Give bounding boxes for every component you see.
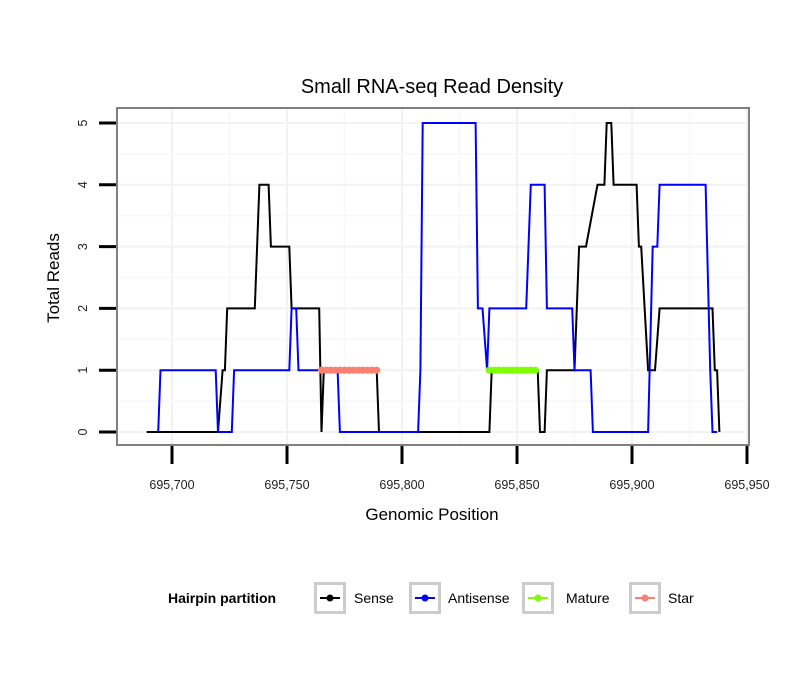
legend-key-point [421, 594, 429, 602]
y-axis-title: Total Reads [44, 233, 63, 323]
legend-label: Sense [354, 590, 394, 606]
y-tick-label: 2 [76, 305, 90, 312]
y-tick-label: 0 [76, 428, 90, 435]
legend-entry-star: Star [629, 582, 694, 614]
legend-key-point [534, 594, 542, 602]
series-points [317, 366, 540, 374]
x-tick-label: 695,700 [149, 478, 194, 492]
x-axis: 695,700 695,750 695,800 695,850 695,900 695,9… [149, 446, 770, 492]
y-axis: 0 1 2 3 4 5 [76, 119, 116, 435]
x-tick-label: 695,900 [609, 478, 654, 492]
legend-label: Antisense [448, 590, 510, 606]
x-tick-label: 695,950 [724, 478, 769, 492]
legend-key-point [326, 594, 334, 602]
plot-panel [116, 107, 750, 446]
x-tick-label: 695,750 [264, 478, 309, 492]
legend-title: Hairpin partition [168, 590, 276, 606]
series-line-sense [146, 122, 721, 433]
y-tick-label: 5 [76, 119, 90, 126]
chart-title: Small RNA-seq Read Density [301, 76, 563, 98]
y-tick-label: 4 [76, 181, 90, 188]
legend-label: Mature [566, 590, 610, 606]
x-tick-label: 695,800 [379, 478, 424, 492]
legend-key-point [641, 594, 649, 602]
series-line-antisense [157, 122, 718, 433]
series-lines [146, 122, 721, 433]
legend: Hairpin partition Sense Antisense Mature St… [168, 582, 694, 614]
legend-entry-sense: Sense [314, 582, 394, 614]
x-tick-label: 695,850 [494, 478, 539, 492]
legend-entry-mature: Mature [522, 582, 610, 614]
series-point-mature [531, 366, 540, 374]
y-tick-label: 3 [76, 243, 90, 250]
legend-entry-antisense: Antisense [409, 582, 510, 614]
legend-label: Star [668, 590, 694, 606]
series-point-star [373, 366, 381, 374]
x-axis-title: Genomic Position [365, 505, 498, 524]
y-tick-label: 1 [76, 367, 90, 374]
